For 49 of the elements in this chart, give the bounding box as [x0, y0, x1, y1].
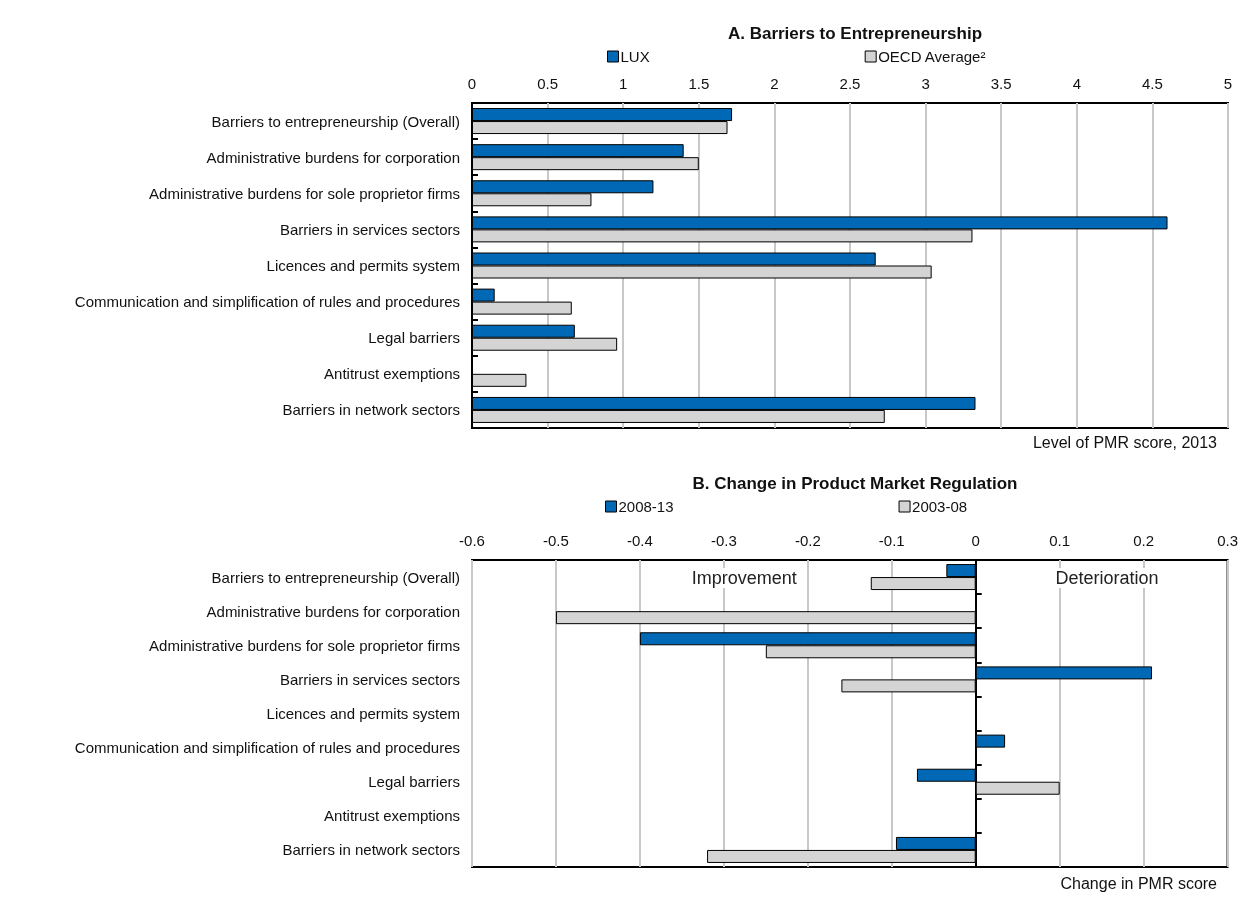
x-tick-label: 0 [971, 532, 980, 549]
y-tick-label: Antitrust exemptions [324, 365, 460, 383]
annotation: Improvement [691, 568, 797, 588]
x-tick-label: -0.4 [626, 532, 653, 549]
y-tick-label: Administrative burdens for sole proprietor firms [149, 636, 460, 654]
legend-label: LUX [620, 48, 650, 65]
x-tick-label: -0.2 [794, 532, 821, 549]
y-tick-label: Barriers in network sectors [282, 401, 460, 419]
x-axis-title: Level of PMR score, 2013 [1032, 433, 1218, 451]
y-tick-label: Barriers to entrepreneurship (Overall) [211, 112, 460, 130]
x-tick-label: 0.2 [1133, 532, 1155, 549]
x-tick-label: 2.5 [839, 75, 861, 92]
x-tick-label: 3.5 [990, 75, 1012, 92]
y-tick-label: Administrative burdens for sole proprietor firms [149, 184, 460, 202]
y-tick-label: Administrative burdens for corporation [206, 148, 460, 166]
y-tick-label: Communication and simplification of rules and procedures [74, 293, 460, 311]
chart-title: B. Change in Product Market Regulation [692, 474, 1018, 493]
x-tick-label: -0.5 [543, 532, 569, 549]
y-tick-label: Licences and permits system [266, 257, 460, 274]
legend-label: 2003-08 [912, 498, 968, 515]
y-tick-label: Licences and permits system [266, 705, 460, 722]
x-tick-label: 1.5 [688, 75, 710, 92]
y-tick-label: Communication and simplification of rules and procedures [74, 739, 460, 757]
x-tick-label: -0.1 [878, 532, 905, 549]
x-tick-label: 0 [467, 75, 477, 92]
x-tick-label: 0.5 [537, 75, 559, 92]
x-axis-title: Change in PMR score [1060, 874, 1218, 892]
x-tick-label: 2 [770, 75, 779, 92]
y-tick-label: Legal barriers [368, 773, 460, 791]
y-tick-label: Barriers in services sectors [279, 670, 460, 688]
legend-label: OECD Average² [878, 48, 986, 65]
x-tick-label: 3 [921, 75, 930, 92]
x-tick-label: -0.3 [710, 532, 737, 549]
x-tick-label: 4 [1072, 75, 1081, 92]
x-tick-label: 0.3 [1217, 532, 1238, 549]
x-tick-label: 1 [619, 75, 628, 92]
x-tick-label: 0.1 [1049, 532, 1071, 549]
x-tick-label: -0.6 [459, 532, 485, 549]
legend-label: 2008-13 [618, 498, 674, 515]
chart-title: A. Barriers to Entrepreneurship [727, 24, 983, 43]
y-tick-label: Barriers in services sectors [279, 220, 460, 238]
y-tick-label: Barriers to entrepreneurship (Overall) [211, 568, 460, 586]
y-tick-label: Legal barriers [368, 329, 460, 347]
annotation: Deterioration [1055, 568, 1159, 588]
y-tick-label: Antitrust exemptions [324, 807, 460, 825]
y-tick-label: Administrative burdens for corporation [206, 602, 460, 620]
y-tick-label: Barriers in network sectors [282, 841, 460, 859]
x-tick-label: 4.5 [1141, 75, 1163, 92]
x-tick-label: 5 [1223, 75, 1233, 92]
